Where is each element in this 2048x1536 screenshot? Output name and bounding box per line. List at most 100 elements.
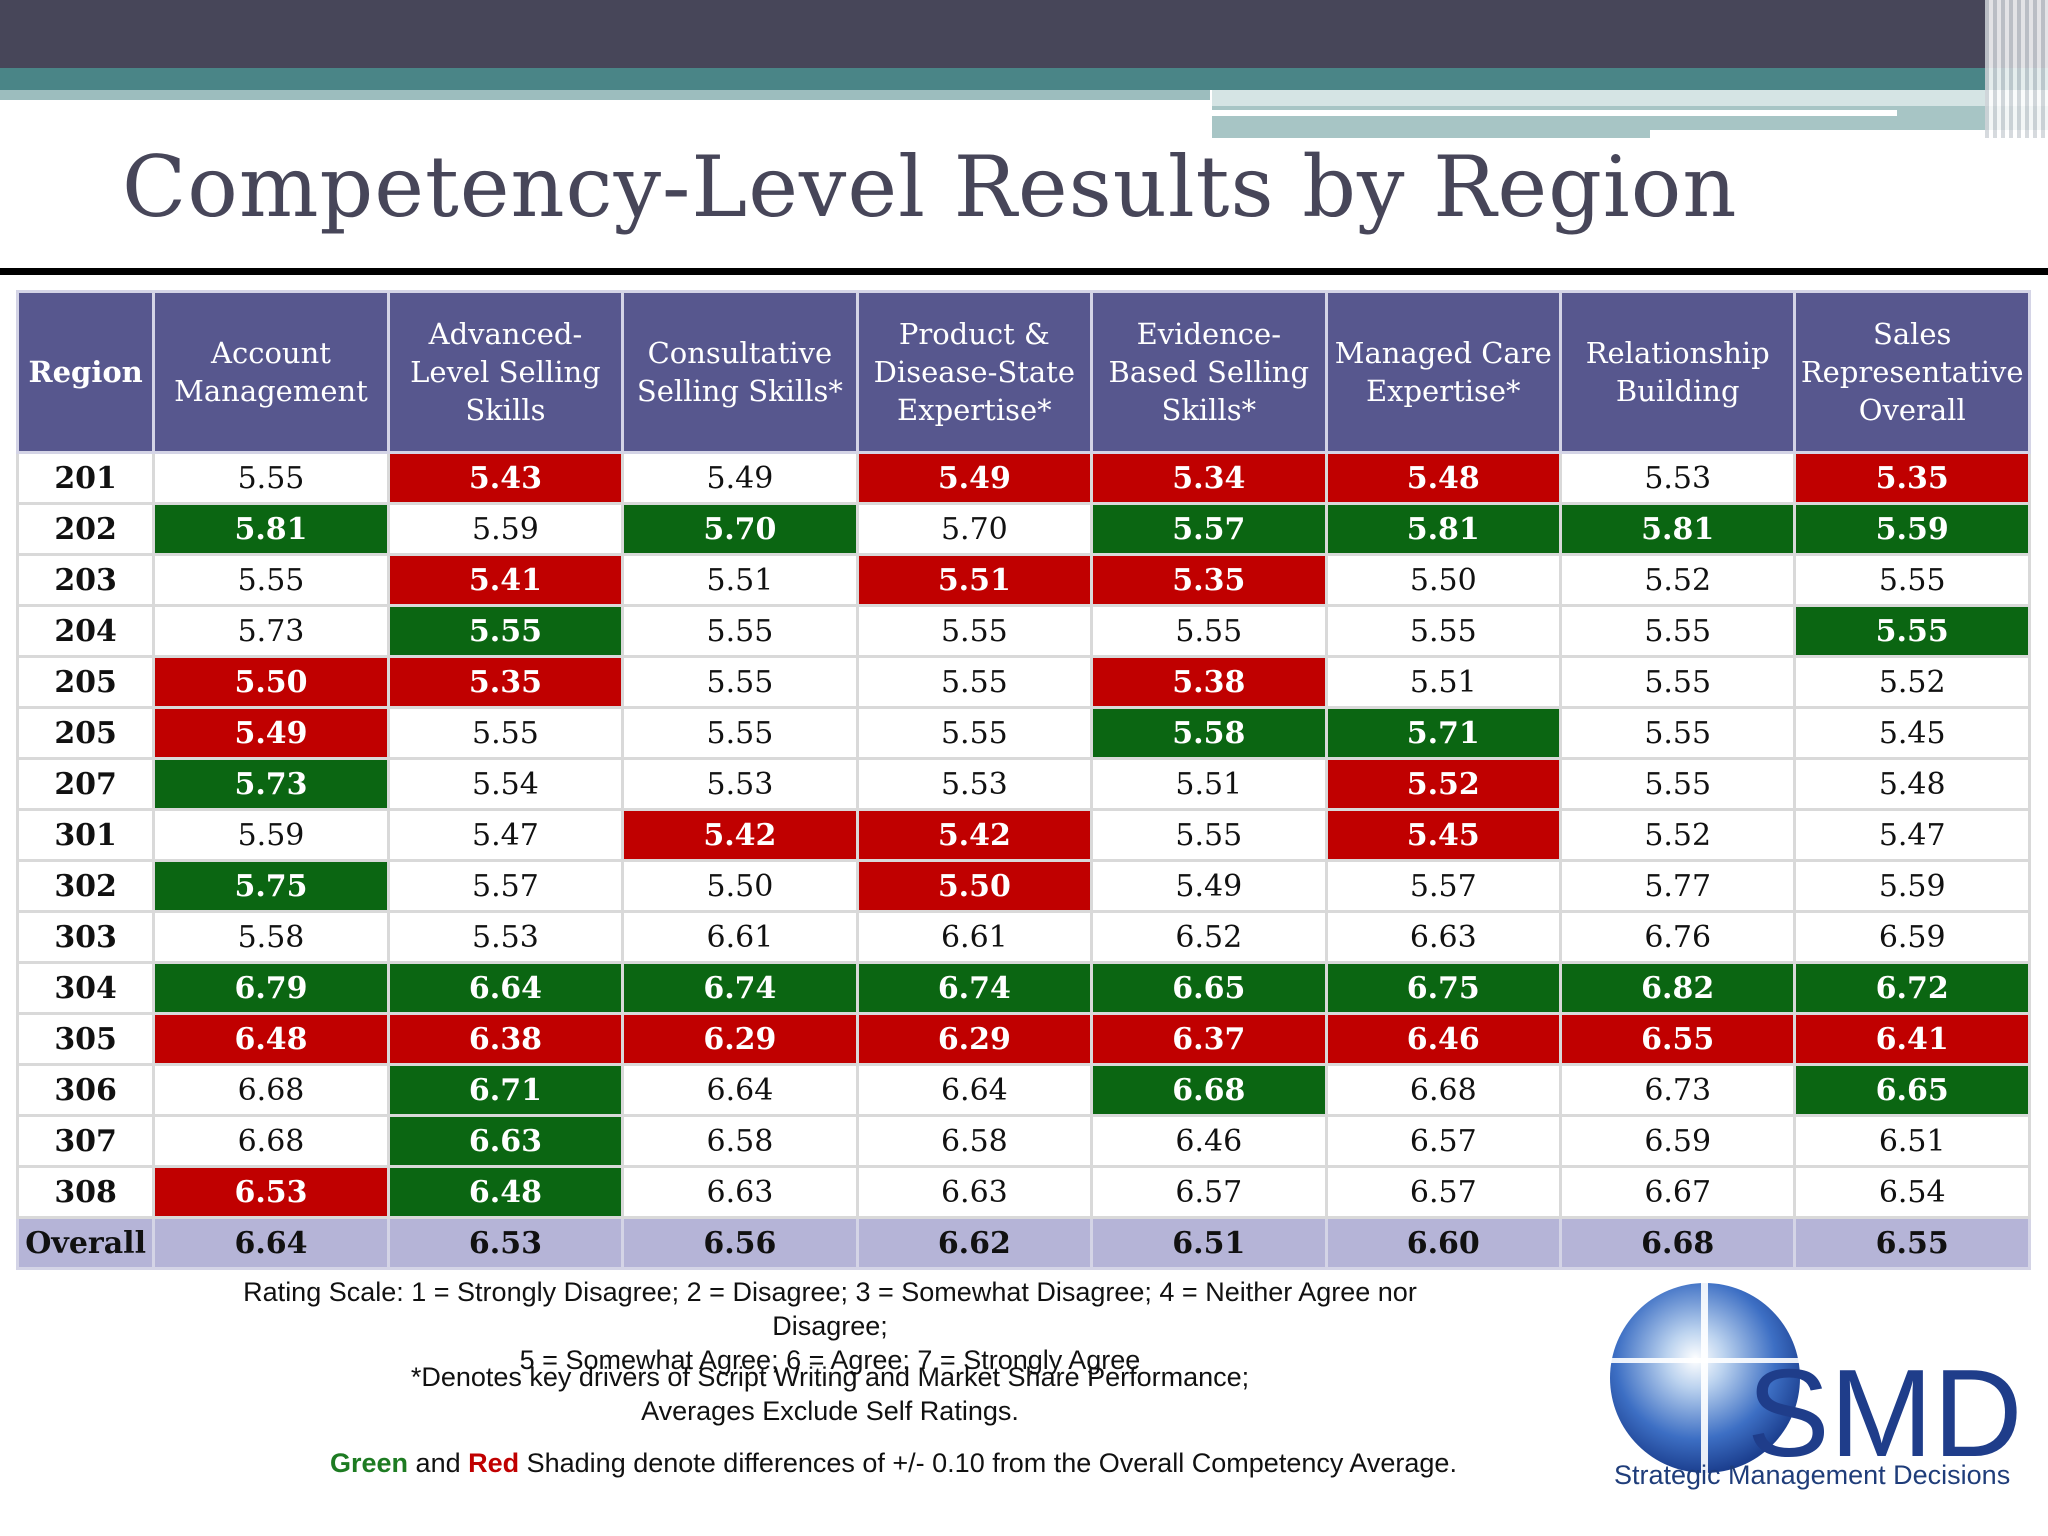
shading-red-word: Red [468,1448,520,1478]
score-cell-green: 6.74 [621,961,859,1015]
score-cell-red: 5.49 [152,706,390,760]
table-row: 305 6.48 6.38 6.29 6.29 6.37 6.46 6.55 6.41 [15,1012,2031,1066]
table-row: 301 5.59 5.47 5.42 5.42 5.55 5.45 5.52 5.47 [15,808,2031,862]
score-cell: 5.55 [1558,604,1797,658]
shading-note: Green and Red Shading denote differences… [330,1446,1630,1480]
table-row: 302 5.75 5.57 5.50 5.50 5.49 5.57 5.77 5.59 [15,859,2031,913]
light-teal-band [0,90,1210,100]
header-cell: Consultative Selling Skills* [621,290,859,454]
overall-cell: 6.62 [855,1216,1094,1270]
region-cell: 307 [15,1114,156,1168]
score-cell-red: 5.50 [152,655,390,709]
overall-label: Overall [15,1216,156,1270]
score-cell-green: 5.58 [1090,706,1328,760]
overall-cell: 6.60 [1324,1216,1562,1270]
score-cell: 6.68 [152,1114,390,1168]
region-cell: 205 [15,655,156,709]
score-cell: 5.55 [621,604,859,658]
score-cell: 5.52 [1558,808,1797,862]
score-cell-green: 5.71 [1324,706,1562,760]
score-cell: 5.59 [152,808,390,862]
top-banner [0,0,2048,68]
score-cell-red: 5.35 [386,655,625,709]
score-cell: 5.47 [1793,808,2031,862]
key-drivers-line-2: Averages Exclude Self Ratings. [641,1396,1019,1426]
score-cell: 5.57 [386,859,625,913]
score-cell-red: 5.52 [1324,757,1562,811]
score-cell: 5.73 [152,604,390,658]
score-cell: 6.57 [1324,1165,1562,1219]
region-cell: 308 [15,1165,156,1219]
score-cell-red: 6.46 [1324,1012,1562,1066]
score-cell: 6.63 [621,1165,859,1219]
key-drivers-line-1: *Denotes key drivers of Script Writing a… [410,1362,1250,1392]
score-cell-green: 5.59 [1793,502,2031,556]
score-cell: 6.64 [855,1063,1094,1117]
region-cell: 201 [15,451,156,505]
score-cell: 5.77 [1558,859,1797,913]
header-cell: Account Management [152,290,390,454]
score-cell-red: 5.38 [1090,655,1328,709]
table-row: 203 5.55 5.41 5.51 5.51 5.35 5.50 5.52 5.55 [15,553,2031,607]
score-cell-red: 6.38 [386,1012,625,1066]
score-cell: 5.55 [152,451,390,505]
score-cell-red: 5.35 [1793,451,2031,505]
right-band-light [1212,90,2048,106]
score-cell: 5.59 [386,502,625,556]
header-region: Region [15,290,156,454]
corner-stripes [1985,0,2048,138]
score-cell-green: 6.68 [1090,1063,1328,1117]
score-cell-green: 6.82 [1558,961,1797,1015]
score-cell-green: 6.65 [1793,1063,2031,1117]
score-cell-green: 5.81 [1558,502,1797,556]
header-cell: Evidence-Based Selling Skills* [1090,290,1328,454]
score-cell-red: 5.48 [1324,451,1562,505]
score-cell: 5.55 [1324,604,1562,658]
score-cell-red: 5.41 [386,553,625,607]
score-cell-red: 6.41 [1793,1012,2031,1066]
score-cell: 6.57 [1324,1114,1562,1168]
table-body: 201 5.55 5.43 5.49 5.49 5.34 5.48 5.53 5.35 202 5.… [15,451,2031,1270]
score-cell-green: 5.57 [1090,502,1328,556]
score-cell-red: 6.29 [855,1012,1094,1066]
table-row: 303 5.58 5.53 6.61 6.61 6.52 6.63 6.76 6.59 [15,910,2031,964]
score-cell: 6.73 [1558,1063,1797,1117]
score-cell: 5.50 [621,859,859,913]
score-cell: 5.55 [855,706,1094,760]
score-cell-green: 5.70 [621,502,859,556]
header-cell: Advanced-Level Selling Skills [386,290,625,454]
score-cell: 5.48 [1793,757,2031,811]
score-cell: 5.55 [1793,553,2031,607]
region-cell: 303 [15,910,156,964]
logo-mark: SMD [1747,1345,2023,1483]
region-cell: 305 [15,1012,156,1066]
score-cell-red: 5.50 [855,859,1094,913]
region-cell: 302 [15,859,156,913]
score-cell: 5.55 [1558,757,1797,811]
score-cell-red: 5.43 [386,451,625,505]
overall-cell: 6.51 [1090,1216,1328,1270]
table-row: 306 6.68 6.71 6.64 6.64 6.68 6.68 6.73 6.65 [15,1063,2031,1117]
table-row: 307 6.68 6.63 6.58 6.58 6.46 6.57 6.59 6.51 [15,1114,2031,1168]
table-row: 304 6.79 6.64 6.74 6.74 6.65 6.75 6.82 6.72 [15,961,2031,1015]
score-cell-green: 6.75 [1324,961,1562,1015]
score-cell-green: 6.72 [1793,961,2031,1015]
overall-cell: 6.68 [1558,1216,1797,1270]
score-cell: 6.59 [1793,910,2031,964]
score-cell-red: 6.53 [152,1165,390,1219]
score-cell-green: 6.74 [855,961,1094,1015]
score-cell-green: 5.81 [1324,502,1562,556]
score-cell-green: 6.48 [386,1165,625,1219]
overall-row: Overall 6.64 6.53 6.56 6.62 6.51 6.60 6.68 6.55 [15,1216,2031,1270]
region-cell: 202 [15,502,156,556]
score-cell-green: 6.71 [386,1063,625,1117]
score-cell-red: 5.51 [855,553,1094,607]
score-cell: 5.55 [1558,655,1797,709]
region-cell: 301 [15,808,156,862]
score-cell: 6.58 [621,1114,859,1168]
score-cell-green: 5.81 [152,502,390,556]
score-cell: 6.61 [621,910,859,964]
overall-cell: 6.55 [1793,1216,2031,1270]
score-cell: 5.50 [1324,553,1562,607]
overall-cell: 6.53 [386,1216,625,1270]
